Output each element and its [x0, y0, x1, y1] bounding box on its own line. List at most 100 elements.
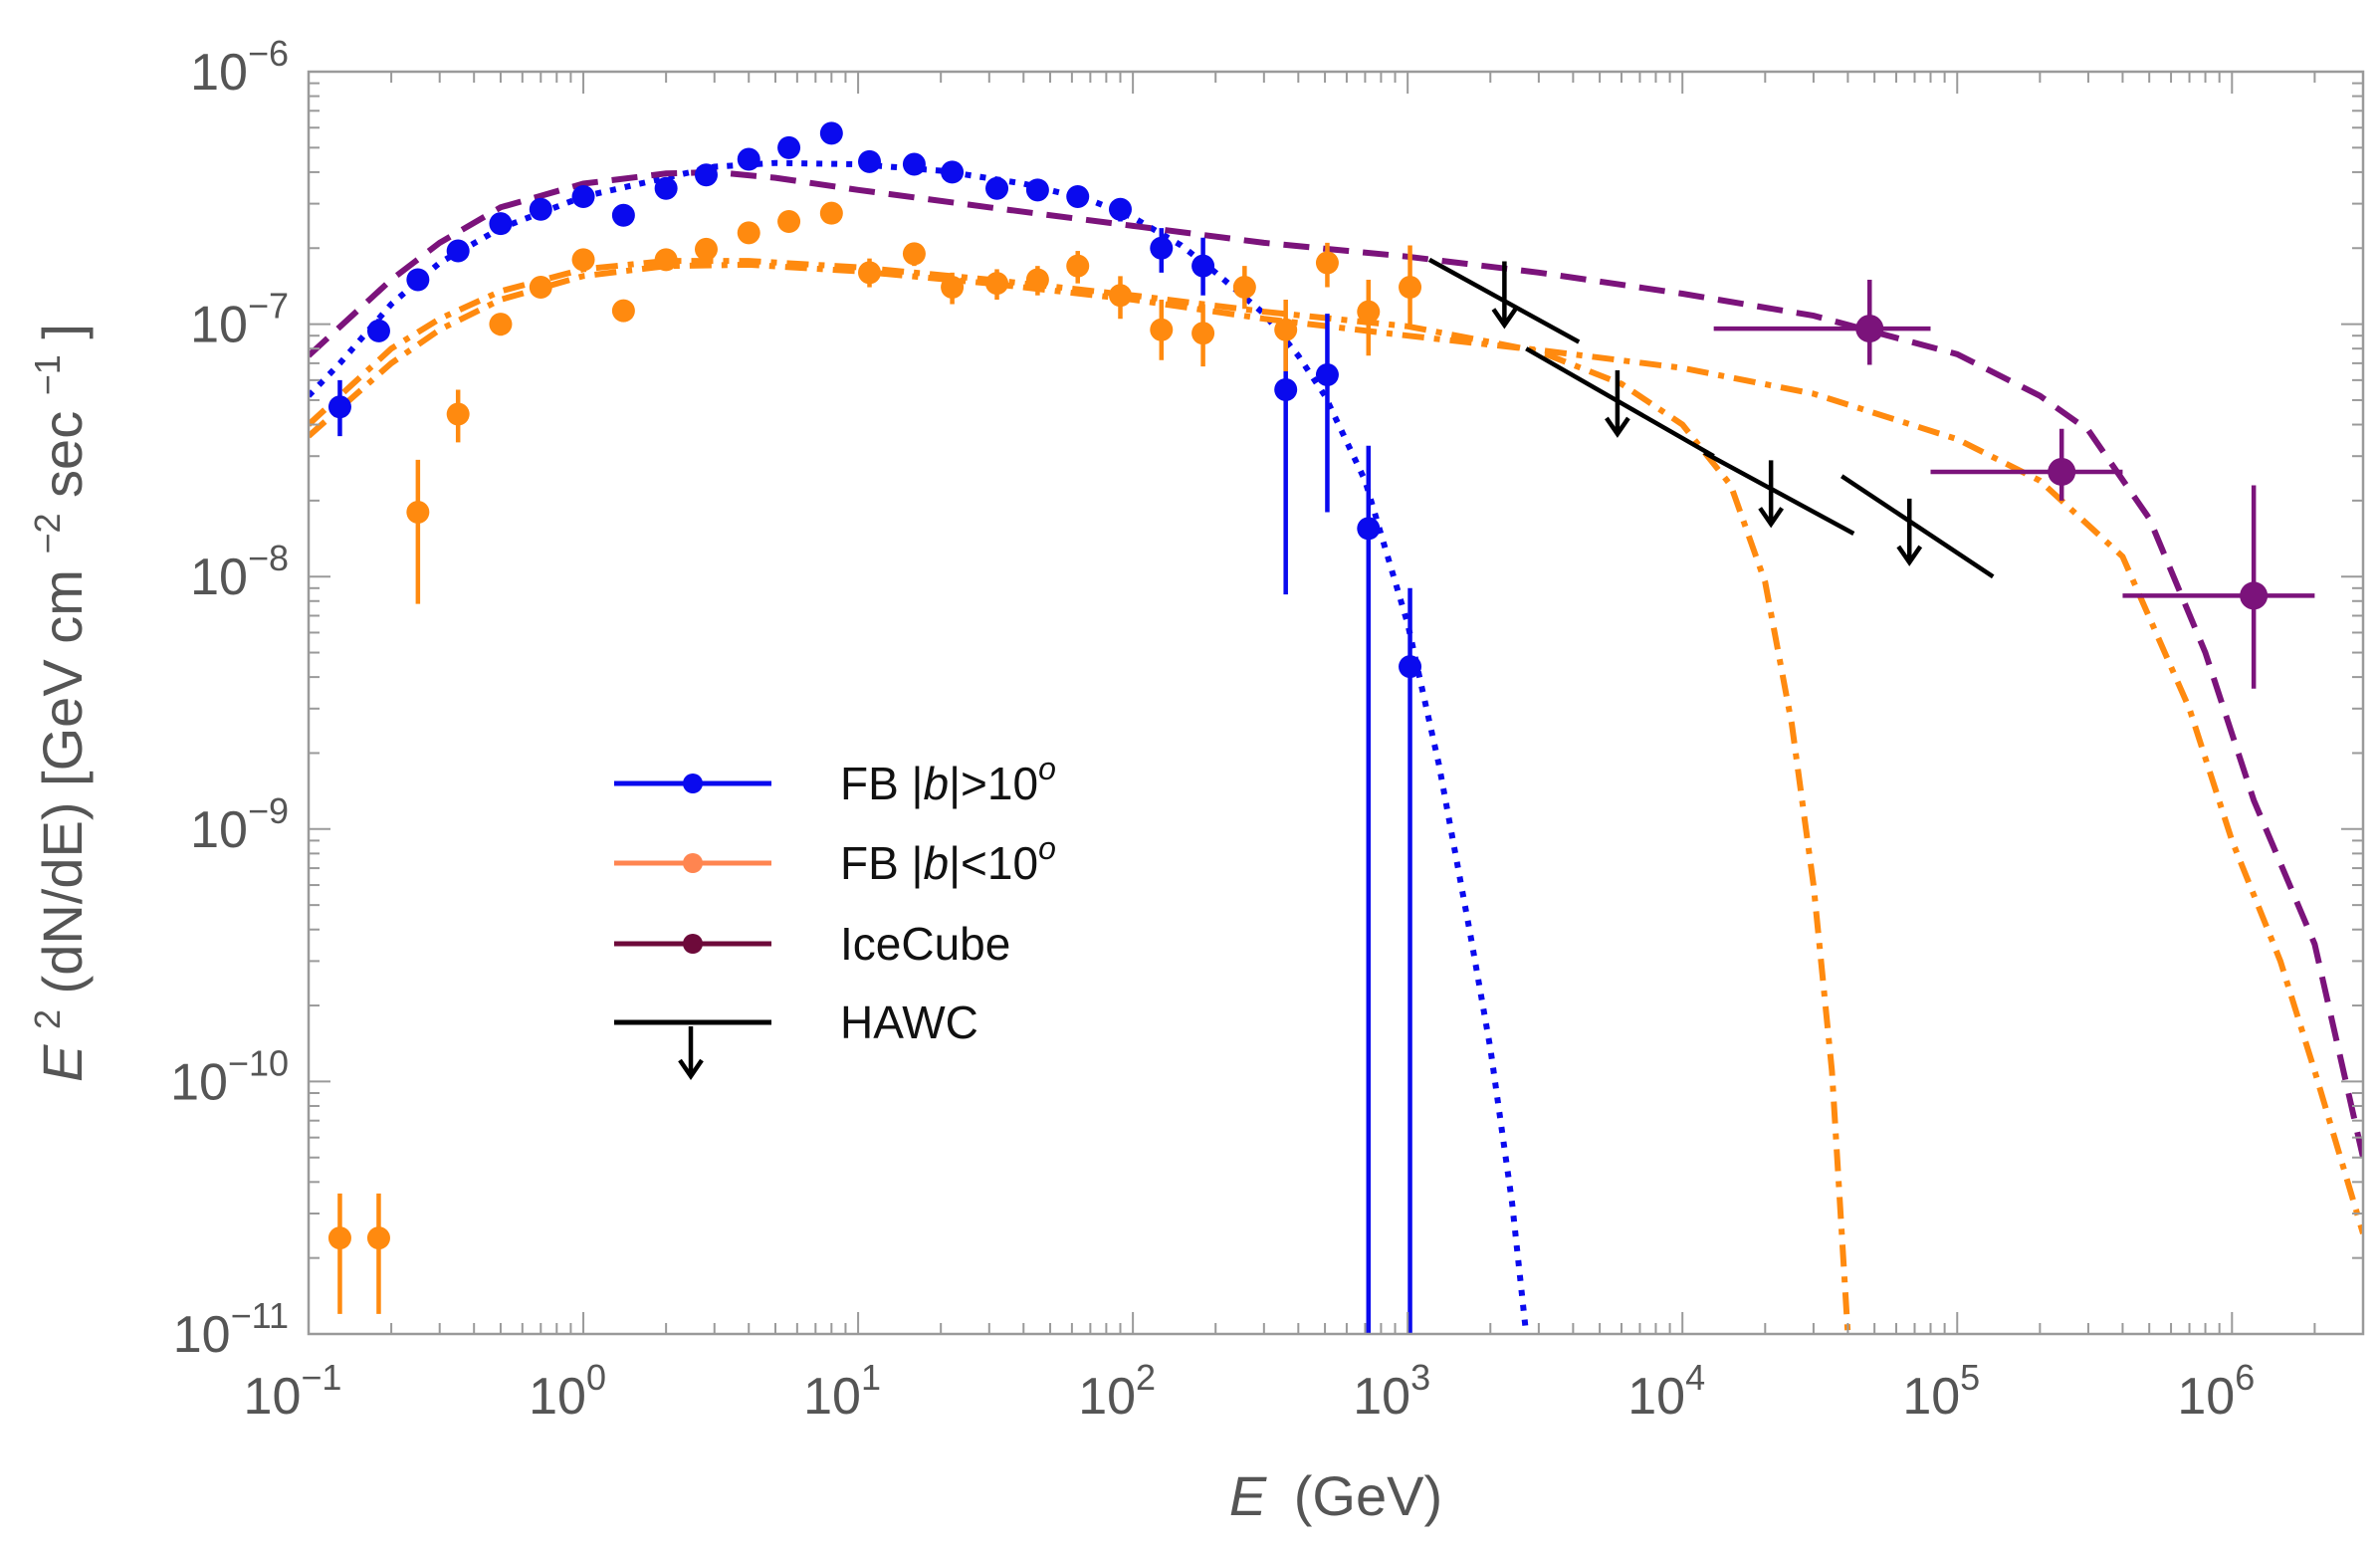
data-point: [1274, 318, 1298, 341]
data-point: [571, 248, 595, 272]
x-axis-title: E (GeV): [1229, 1464, 1442, 1527]
data-point: [1108, 284, 1132, 308]
legend-label-icecube: IceCube: [840, 918, 1010, 970]
data-point: [366, 1226, 390, 1250]
y-tick-base: 10: [190, 44, 248, 102]
upper-limit-line: [1840, 474, 1995, 579]
x-tick-base: 10: [1902, 1368, 1960, 1426]
data-point: [446, 239, 470, 263]
data-point: [1150, 236, 1174, 260]
y-tick-exp: −7: [248, 286, 289, 327]
data-point: [819, 201, 843, 225]
legend-label-italic: b: [924, 837, 950, 889]
upper-limit-arrowhead: [1758, 507, 1785, 529]
legend-marker-fb_high: [683, 774, 703, 793]
data-point: [737, 221, 760, 245]
data-point: [366, 319, 390, 342]
y-tick-exp: −10: [228, 1042, 289, 1083]
data-point: [1399, 655, 1422, 679]
y-axis-sup1: 2: [27, 1009, 68, 1029]
x-tick-exp: 4: [1685, 1357, 1705, 1398]
y-tick-label: 10−11: [173, 1295, 289, 1364]
data-point: [1025, 268, 1049, 292]
data-point: [1191, 322, 1215, 345]
y-tick-base: 10: [190, 801, 248, 859]
x-tick-exp: 6: [2235, 1357, 2255, 1398]
x-tick-label: 104: [1627, 1357, 1705, 1426]
data-point: [737, 147, 760, 171]
data-point: [446, 402, 470, 426]
legend-label-part: FB |: [840, 837, 924, 889]
y-axis-sup3: −1: [27, 354, 68, 395]
upper-limit-line: [1702, 450, 1855, 536]
y-tick-base: 10: [190, 297, 248, 354]
legend-label-part: |>10: [949, 758, 1038, 809]
legend-label-fb_high: FB |b|>10o: [840, 751, 1056, 809]
data-point: [902, 152, 926, 176]
x-axis-symbol: E: [1229, 1464, 1267, 1527]
upper-limit-arrowhead: [1896, 545, 1923, 566]
y-tick-label: 10−7: [190, 286, 289, 354]
data-point: [777, 210, 801, 234]
legend-label-italic: b: [924, 758, 950, 809]
data-point: [1150, 318, 1174, 341]
x-tick-base: 10: [529, 1368, 586, 1426]
y-tick-base: 10: [170, 1053, 228, 1111]
data-point: [654, 248, 678, 272]
data-point: [694, 237, 718, 261]
data-point: [571, 184, 595, 208]
legend-label-text: IceCube: [840, 918, 1010, 970]
x-tick-label: 10−1: [244, 1357, 342, 1426]
data-point: [1399, 276, 1422, 300]
y-tick-exp: −9: [248, 790, 289, 831]
data-point: [529, 197, 552, 221]
y-tick-label: 10−8: [190, 538, 289, 606]
x-tick-base: 10: [1627, 1368, 1685, 1426]
y-tick-base: 10: [173, 1306, 231, 1364]
data-point: [1315, 362, 1339, 386]
upper-limit-arrowhead: [1491, 308, 1518, 330]
data-point: [941, 276, 965, 300]
model-curve-fb_low: [309, 258, 1851, 1334]
y-tick-label: 10−9: [190, 790, 289, 859]
data-point: [1066, 254, 1090, 278]
axis-ticks: [308, 71, 2364, 1335]
y-tick-label: 10−6: [190, 33, 289, 102]
data-point: [819, 121, 843, 145]
plot-frame: [307, 70, 2365, 1336]
data-point: [1315, 251, 1339, 275]
legend-label-part: FB |: [840, 758, 924, 809]
data-point: [1066, 184, 1090, 208]
data-point: [1855, 315, 1884, 343]
data-point: [654, 176, 678, 200]
x-tick-exp: 1: [861, 1357, 881, 1398]
data-point: [941, 160, 965, 184]
data-point: [1357, 300, 1381, 324]
data-point: [902, 242, 926, 266]
data-point: [406, 500, 430, 524]
data-point: [777, 135, 801, 159]
upper-limit-arrowhead: [1605, 416, 1630, 438]
y-tick-exp: −6: [248, 33, 289, 74]
y-tick-base: 10: [190, 549, 248, 606]
data-point: [1274, 377, 1298, 401]
x-tick-label: 106: [2177, 1357, 2255, 1426]
y-tick-exp: −8: [248, 538, 289, 578]
x-tick-base: 10: [2177, 1368, 2235, 1426]
tick-labels: 10−1 100 101 102 103 104 105 10610−1110−1010−91…: [170, 33, 2255, 1426]
model-curve-icecube: [309, 168, 2363, 1159]
y-axis-sup2: −2: [27, 514, 68, 554]
data-point: [327, 395, 351, 419]
legend-label-part: |<10: [949, 837, 1038, 889]
data-point: [985, 176, 1009, 200]
x-tick-base: 10: [1078, 1368, 1136, 1426]
x-tick-label: 103: [1353, 1357, 1430, 1426]
model-curve-fb_low: [309, 261, 2363, 1234]
data-point: [2048, 457, 2076, 486]
y-axis-symbol: E: [31, 1044, 94, 1082]
data-point: [529, 276, 552, 300]
y-axis-end: ]: [31, 324, 94, 339]
